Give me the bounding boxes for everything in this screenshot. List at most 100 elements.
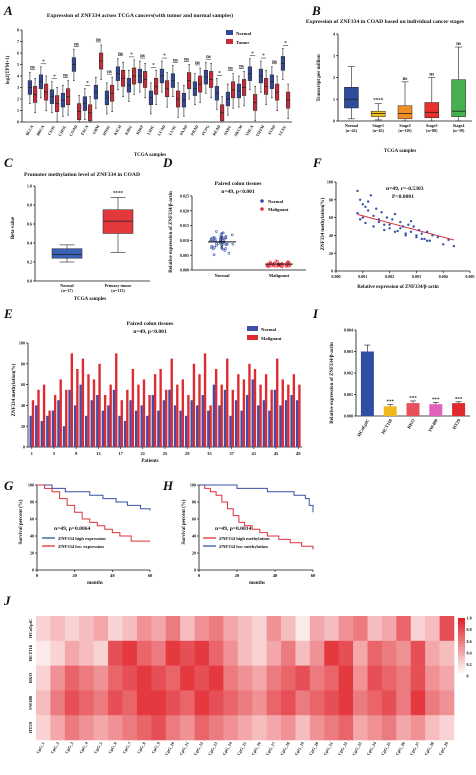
panel-j-cell — [353, 665, 368, 691]
panel-j-cell — [50, 665, 66, 691]
panel-j-col-label: CpG_1 — [35, 741, 46, 754]
panel-a-sig-label: * — [152, 63, 155, 68]
panel-d-ytick-label: 0.005 — [180, 253, 189, 258]
panel-j-cell — [208, 616, 224, 642]
panel-j-cell — [381, 715, 397, 741]
panel-a-xtick-label: GBM — [91, 124, 100, 135]
panel-d-point — [274, 259, 278, 263]
panel-d-point — [213, 245, 216, 249]
panel-e-normal-bar — [68, 389, 71, 447]
panel-a-xtick-label: KIRP — [135, 124, 145, 136]
panel-j-cell — [410, 690, 426, 716]
panel-b-box-box — [424, 102, 440, 118]
panel-d-point — [212, 253, 216, 257]
panel-e-normal-bar — [123, 421, 127, 447]
panel-b-sig-label: ns — [429, 73, 434, 78]
panel-f-letter: F — [312, 155, 322, 170]
panel-b-xtick-label: Stage4 — [453, 123, 465, 128]
panel-f-xtick-label: 0.001 — [358, 274, 367, 279]
panel-b-letter: B — [311, 3, 321, 18]
panel-e-ylabel: ZNF334 methylation(%) — [12, 363, 17, 416]
panel-f-ytick-label: 100 — [327, 180, 333, 185]
panel-j-cell — [367, 665, 383, 691]
panel-a-ytick-label: 1 — [17, 108, 19, 113]
panel-h-ytick-label: 0 — [194, 568, 196, 573]
panel-f-point — [423, 237, 426, 241]
panel-a-sig-label: * — [130, 53, 133, 58]
panel-d-point — [210, 246, 213, 250]
panel-j-cell — [281, 616, 296, 642]
panel-e-xtick-label: 21 — [140, 451, 145, 456]
panel-f-ylabel: ZNF334 methylation(%) — [321, 197, 326, 250]
panel-j-cell — [223, 665, 239, 691]
panel-a-legend: Normal Tumor — [226, 30, 252, 45]
panel-a-xtick-label: LUAD — [156, 124, 166, 137]
panel-e-normal-bar — [51, 410, 55, 447]
panel-a-sig-label: * — [284, 41, 287, 46]
panel-d-point — [230, 233, 234, 237]
panel-e-malignant-bar — [198, 374, 201, 447]
panel-j-cell — [180, 616, 195, 642]
panel-b-ylabel: Transcript per million — [317, 54, 322, 102]
panel-e-normal-bar — [134, 410, 138, 447]
panel-e-malignant-bar — [170, 358, 173, 447]
panel-j-col-label: CpG_17 — [265, 741, 277, 756]
panel-j-cell — [237, 665, 253, 691]
panel-j-col-label: CpG_8 — [136, 741, 147, 754]
panel-j-cell — [108, 640, 123, 666]
panel-e-marks — [29, 353, 301, 447]
panel-f-point — [399, 227, 402, 230]
panel-a-sig-label: * — [251, 52, 254, 57]
panel-j-cell — [93, 690, 109, 716]
panel-i-ytick-label: 0.001 — [344, 392, 353, 397]
panel-j-colorbar-step — [458, 629, 465, 633]
panel-e-normal-bar — [245, 395, 249, 447]
panel-h: H n=49, p=0.0014 Survival percent (%) mo… — [162, 478, 316, 586]
panel-j-cell — [79, 665, 94, 691]
panel-j-letter: J — [3, 593, 11, 608]
legend-malignant-label: Malignant — [268, 207, 289, 212]
panel-g-ytick-label: 0 — [32, 568, 34, 573]
panel-j-cell — [237, 640, 253, 666]
panel-j-cell — [50, 690, 66, 716]
panel-a-sig-label: ns — [74, 43, 79, 48]
legend-malignant-label: Malignant — [261, 336, 282, 341]
panel-j-col-label: CpG_9 — [150, 741, 161, 754]
panel-j-colorbar-label: 0.6 — [467, 639, 472, 644]
legend-tumor-swatch — [226, 39, 233, 44]
panel-f-point — [361, 216, 364, 219]
panel-f-point — [356, 211, 359, 215]
panel-j-cell — [266, 690, 282, 716]
panel-h-ytick-label: 40 — [192, 534, 196, 539]
panel-e-normal-bar — [96, 395, 99, 447]
panel-f: F n=49, r=-0.5303 P<0.0001 ZNF334 methyl… — [312, 155, 475, 290]
panel-j-col-label: CpG_29 — [438, 741, 450, 756]
panel-f-point — [420, 237, 423, 241]
panel-g-survival-line — [37, 484, 151, 511]
panel-a-xtick-label: KIRC — [124, 124, 134, 136]
panel-j-cell — [425, 616, 440, 642]
panel-a-sig-label: ns — [206, 55, 211, 60]
panel-j-cell — [136, 616, 152, 642]
panel-b-marks: Normal(n=41) **** Stage1(n=45) ns Stage2(n=1… — [344, 42, 466, 133]
panel-a-xtick-label: COAD — [68, 124, 78, 137]
panel-j-col-label: CpG_10 — [164, 741, 176, 756]
panel-f-xlabel: Relative expression of ZNF334/β-actin — [357, 285, 439, 290]
panel-j-colorbar-step — [458, 632, 465, 636]
panel-a-sig-label: * — [42, 60, 45, 65]
panel-e-malignant-bar — [192, 363, 196, 447]
panel-j-col-label: CpG_2 — [49, 741, 60, 754]
panel-e-malignant-bar — [203, 353, 207, 447]
panel-h-survival-line — [199, 484, 314, 513]
panel-j-cell — [396, 715, 412, 741]
panel-e-xtick-label: 17 — [118, 451, 123, 456]
panel-j-cell — [64, 616, 80, 642]
panel-a-xtick-label: CESC — [47, 124, 57, 136]
panel-j-cell — [324, 715, 339, 741]
panel-e-malignant-bar — [165, 389, 168, 447]
panel-j-cell — [36, 690, 51, 716]
panel-a-sig-label: * — [86, 82, 89, 87]
panel-i-xtick-label: RKO — [406, 418, 416, 430]
panel-a-ytick-label: 8 — [17, 28, 19, 33]
panel-j-cell — [165, 640, 181, 666]
